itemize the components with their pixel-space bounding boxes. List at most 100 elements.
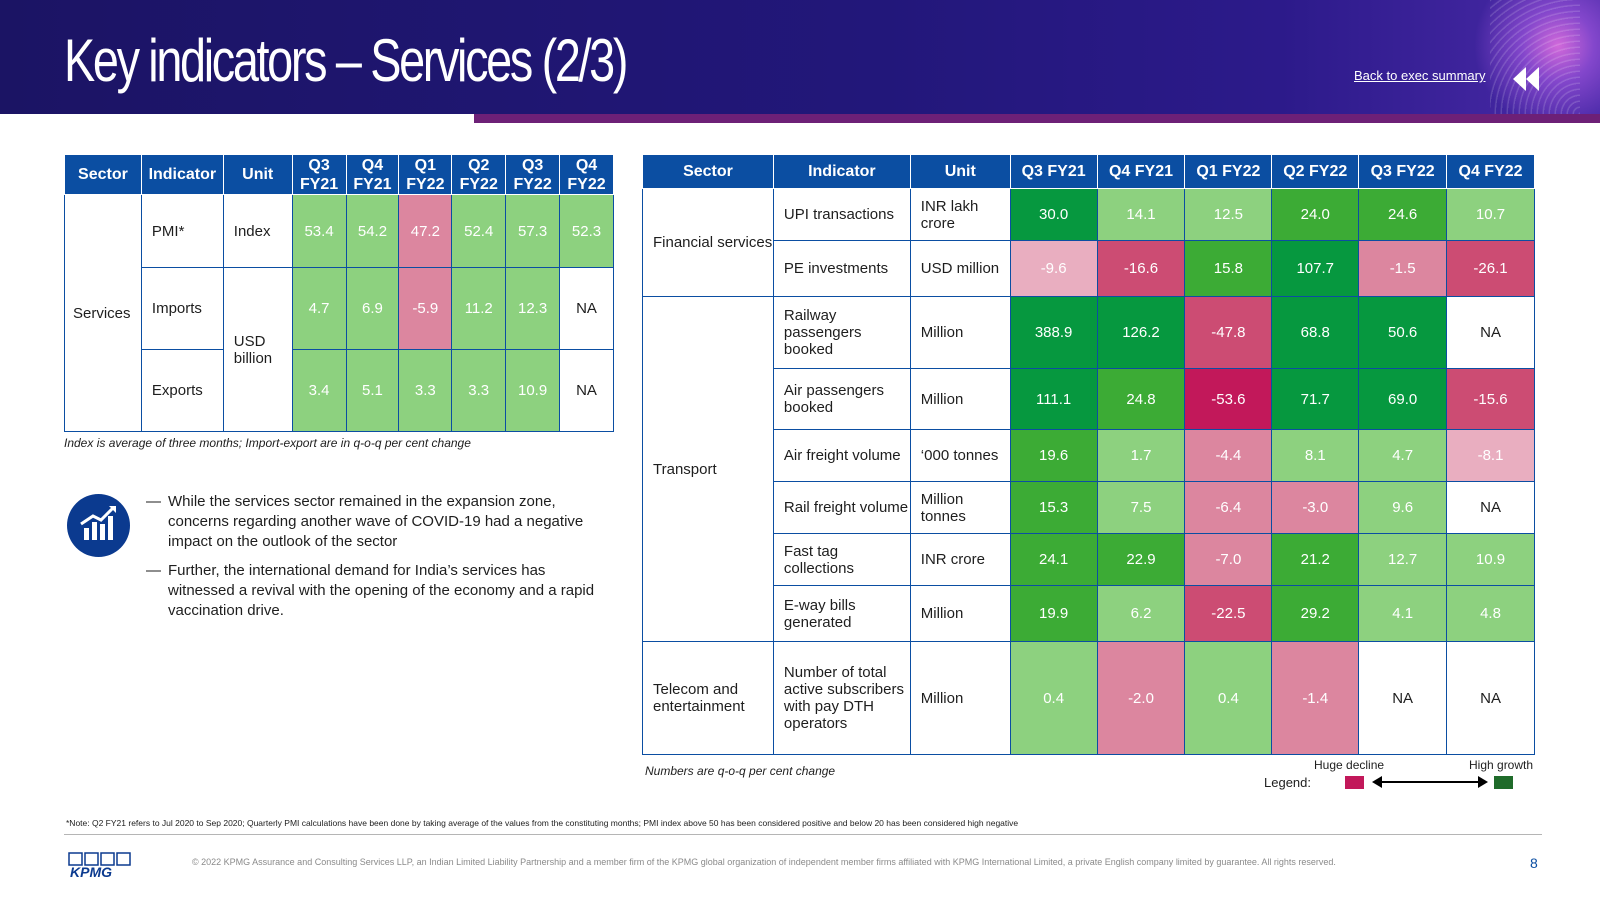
legend-decline-swatch	[1345, 776, 1364, 789]
legend-high-label: High growth	[1469, 758, 1534, 772]
unit-cell: Million	[909, 296, 1011, 369]
services-indicators-table: Sector Indicator Unit Q3 FY21 Q4 FY21 Q1…	[64, 154, 614, 432]
value-cell: NA	[1446, 481, 1535, 534]
value-cell: NA	[1446, 296, 1535, 369]
right-table-note: Numbers are q-o-q per cent change	[645, 764, 836, 778]
indicator-cell: Number of total active subscribers with …	[772, 641, 911, 755]
unit-cell: USD billion	[222, 267, 293, 432]
value-cell: 126.2	[1096, 296, 1186, 369]
column-header: Q4 FY21	[345, 154, 400, 195]
table-row: Telecom and entertainment Number of tota…	[642, 641, 1535, 755]
value-cell: 30.0	[1009, 188, 1098, 241]
column-header: Indicator	[772, 154, 911, 189]
value-cell: 3.4	[291, 349, 347, 432]
sector-cell: Transport	[642, 296, 774, 642]
value-cell: -7.0	[1184, 533, 1273, 586]
unit-cell: INR crore	[909, 533, 1011, 586]
indicator-cell: PE investments	[772, 240, 911, 297]
value-cell: 3.3	[451, 349, 507, 432]
unit-cell: INR lakh crore	[909, 188, 1011, 241]
value-cell: 29.2	[1271, 585, 1360, 642]
kpmg-logo: KPMG	[68, 852, 131, 878]
value-cell: -26.1	[1446, 240, 1535, 297]
value-cell: 4.7	[1358, 429, 1448, 482]
table-row: Financial services UPI transactions INR …	[642, 188, 1535, 297]
value-cell: -53.6	[1184, 368, 1273, 430]
back-to-exec-summary-link[interactable]: Back to exec summary	[1354, 68, 1486, 83]
value-cell: 107.7	[1271, 240, 1360, 297]
insight-bullets: — While the services sector remained in t…	[146, 492, 606, 630]
value-cell: 10.9	[505, 349, 561, 432]
value-cell: 71.7	[1271, 368, 1360, 430]
column-header: Q3 FY21	[291, 154, 347, 195]
value-cell: 47.2	[398, 194, 453, 268]
value-cell: -1.5	[1358, 240, 1448, 297]
value-cell: 7.5	[1096, 481, 1186, 534]
value-cell: -16.6	[1096, 240, 1186, 297]
list-item: — Further, the international demand for I…	[146, 562, 595, 619]
copyright-text: © 2022 KPMG Assurance and Consulting Ser…	[192, 857, 1336, 867]
value-cell: 54.2	[345, 194, 400, 268]
value-cell: 24.6	[1358, 188, 1448, 241]
column-header: Q3 FY22	[1358, 154, 1448, 189]
footnote: *Note: Q2 FY21 refers to Jul 2020 to Sep…	[66, 818, 1019, 828]
value-cell: 0.4	[1009, 641, 1098, 755]
sector-cell: Services	[64, 194, 142, 432]
table-row: Exports 3.4 5.1 3.3 3.3 10.9 NA	[65, 349, 614, 432]
unit-cell: Million	[909, 641, 1011, 755]
divider	[64, 834, 1542, 835]
value-cell: 4.7	[291, 267, 347, 350]
column-header: Q4 FY21	[1096, 154, 1186, 189]
value-cell: 15.3	[1009, 481, 1098, 534]
page-title: Key indicators – Services (2/3)	[64, 27, 628, 94]
column-header: Q2 FY22	[451, 154, 507, 195]
value-cell: 24.8	[1096, 368, 1186, 430]
chart-growth-icon	[67, 494, 130, 557]
sector-cell: Telecom and entertainment	[642, 641, 774, 755]
value-cell: 14.1	[1096, 188, 1186, 241]
table-row: Imports USD billion 4.7 6.9 -5.9 11.2 12…	[65, 267, 614, 432]
table-row: Fast tag collections INR crore 24.1 22.9…	[643, 533, 1535, 586]
value-cell: 5.1	[345, 349, 400, 432]
svg-text:KPMG: KPMG	[70, 864, 112, 878]
value-cell: 24.1	[1009, 533, 1098, 586]
value-cell: 1.7	[1096, 429, 1186, 482]
value-cell: 0.4	[1184, 641, 1273, 755]
value-cell: 12.3	[505, 267, 561, 350]
column-header: Unit	[222, 154, 293, 195]
value-cell: 10.7	[1446, 188, 1535, 241]
accent-bar	[474, 114, 1600, 123]
list-item: — While the services sector remained in t…	[146, 493, 584, 550]
column-header: Q4 FY22	[1446, 154, 1535, 189]
table-header-row: Sector Indicator Unit Q3 FY21 Q4 FY21 Q1…	[64, 154, 614, 195]
header-decoration	[1460, 0, 1600, 114]
column-header: Q3 FY22	[505, 154, 561, 195]
value-cell: -5.9	[398, 267, 453, 350]
value-cell: -22.5	[1184, 585, 1273, 642]
value-cell: 6.2	[1096, 585, 1186, 642]
value-cell: 24.0	[1271, 188, 1360, 241]
value-cell: 68.8	[1271, 296, 1360, 369]
value-cell: 21.2	[1271, 533, 1360, 586]
column-header: Q2 FY22	[1271, 154, 1360, 189]
value-cell: NA	[559, 267, 614, 350]
table-row: Services PMI* Index 53.4 54.2 47.2 52.4 …	[64, 194, 614, 432]
table-row: Transport Railway passengers booked Mill…	[642, 296, 1535, 642]
rewind-icon[interactable]	[1512, 66, 1540, 92]
unit-cell: USD million	[909, 240, 1011, 297]
services-high-frequency-table: Sector Indicator Unit Q3 FY21 Q4 FY21 Q1…	[642, 154, 1535, 755]
indicator-cell: Exports	[140, 349, 224, 432]
header-decoration-mesh	[1490, 0, 1580, 114]
legend-low-label: Huge decline	[1314, 758, 1385, 772]
indicator-cell: E-way bills generated	[772, 585, 911, 642]
indicator-cell: PMI*	[140, 194, 224, 268]
value-cell: -6.4	[1184, 481, 1273, 534]
value-cell: 11.2	[451, 267, 507, 350]
value-cell: -15.6	[1446, 368, 1535, 430]
column-header: Q3 FY21	[1009, 154, 1098, 189]
header-banner: Key indicators – Services (2/3) Back to …	[0, 0, 1600, 114]
sector-cell: Financial services	[642, 188, 774, 297]
unit-cell: Million tonnes	[909, 481, 1011, 534]
table-header-row: Sector Indicator Unit Q3 FY21 Q4 FY21 Q1…	[642, 154, 1535, 189]
value-cell: -3.0	[1271, 481, 1360, 534]
